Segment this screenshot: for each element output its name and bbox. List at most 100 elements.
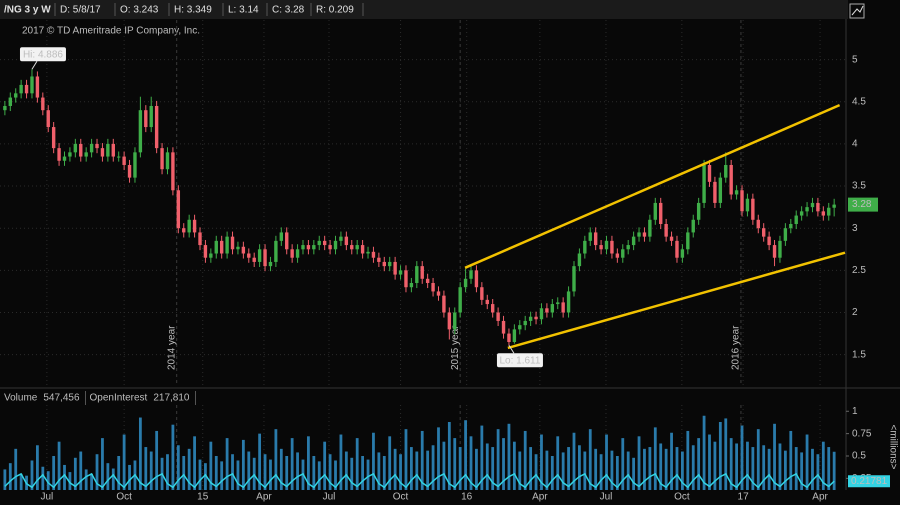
volume-bar [263,454,267,490]
volume-bar [382,456,386,490]
candle-body [127,164,132,178]
candle-body [62,156,67,161]
volume-bar [144,447,148,490]
last-value-box [848,475,890,488]
y-tick-label: 3.5 [852,181,866,192]
candle-body [637,232,641,237]
tool-icon[interactable] [849,3,865,19]
volume-bar [550,456,554,490]
volume-bar [35,445,39,490]
header-bar [0,0,848,19]
volume-bar [372,432,375,490]
high: H: 3.349 [174,5,212,16]
annotation-pointer [508,345,515,354]
volume-bar [599,454,603,490]
y-tick-label: 0.5 [852,451,866,462]
volume-bar [697,438,701,490]
candle-body [57,148,61,161]
y-tick-label: 5 [852,54,858,65]
volume-bar [534,454,538,490]
x-tick-label: Apr [532,492,548,503]
candle-body [393,261,397,275]
volume-bar [664,448,668,490]
volume-bar [502,438,505,490]
volume-bar [79,451,83,490]
volume-bar [594,448,598,490]
x-tick-label: Jul [40,492,53,503]
y-tick-label: 1 [852,406,858,417]
volume-bar [496,429,500,490]
candle-body [556,302,560,305]
candle-body [756,219,760,229]
volume-bar [805,434,809,490]
candle-body [827,207,831,216]
volume-bar [512,441,516,490]
candle-body [680,249,685,258]
close: C: 3.28 [272,5,305,16]
volume-bar [214,456,218,490]
volume-bar [279,448,283,490]
candle-body [366,251,370,254]
candle-body [371,251,376,258]
volume-bar [518,451,522,490]
volume-bar [84,469,88,490]
volume-bar [567,447,570,490]
candle-body [73,143,78,153]
candle-body [95,143,99,149]
volume-bar [231,454,234,490]
volume-bar [675,447,679,490]
y-tick-label: 2.5 [852,265,866,276]
candle-body [789,223,793,229]
candle-body [821,211,826,216]
candle-body [106,143,110,157]
candle-body [528,316,533,321]
candle-body [794,215,798,224]
candle-body [154,105,159,149]
volume-bar [561,452,565,490]
volume-bar [14,448,18,490]
volume-bar [350,457,354,490]
candle-body [279,232,284,241]
volume-bar [475,448,478,490]
volume-bar [637,436,641,490]
volume-bar [762,445,766,490]
candle-body [187,219,191,233]
volume-bar [691,445,695,490]
candle-body [572,266,576,292]
volume-bar [767,448,771,490]
y-tick-label: 4 [852,139,858,150]
candle-body [51,127,56,149]
volume-bar [247,451,251,490]
candle-body [816,202,820,212]
candle-body [236,246,240,250]
volume-bar [680,451,684,490]
volume-bar [578,445,581,490]
volume-bar [821,441,825,490]
candle-body [783,228,788,241]
candle-body [772,245,777,258]
x-tick-label: 17 [738,492,750,503]
year-label: 2016 year [731,325,742,370]
candle-body [442,295,446,313]
candle-body [458,287,462,313]
candle-body [100,148,105,157]
volume-bar [800,452,804,490]
volume-bar [30,460,34,490]
volume-bar [171,424,175,490]
candle-body [111,143,115,157]
volume-bar [415,451,419,490]
candle-body [621,249,625,258]
candle-body [507,333,511,343]
volume-bar [648,447,652,490]
candle-body [214,240,218,254]
volume-bar [588,429,592,490]
volume-bar [339,434,343,490]
volume-bar [458,447,462,490]
volume-bar [155,430,159,490]
volume-bar [610,450,614,490]
volume-bar [469,436,473,490]
volume-bar [187,448,191,490]
y-axis-label: <millions> [887,424,898,469]
volume-bar [409,447,413,490]
annotation-box [496,353,543,368]
